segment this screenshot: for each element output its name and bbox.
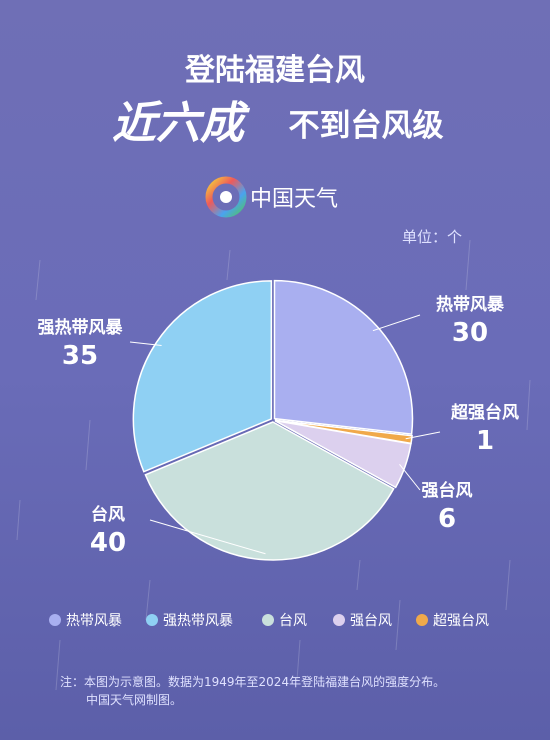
legend-label: 强热带风暴 — [163, 613, 233, 629]
legend-label: 强台风 — [350, 613, 392, 629]
leader-line — [405, 431, 441, 440]
brand-logo — [205, 176, 247, 218]
legend-label: 台风 — [279, 613, 307, 629]
slice-value: 40 — [90, 528, 126, 558]
leader-line — [129, 341, 162, 347]
slice-label: 台风 — [91, 504, 125, 525]
rain — [16, 239, 531, 691]
title-rest: 不到台风级 — [289, 108, 444, 144]
slice-value: 1 — [476, 426, 494, 456]
leader-line — [149, 519, 266, 555]
legend-swatch — [49, 614, 61, 626]
note: 中国天气网制图。 — [86, 692, 182, 707]
legend-swatch — [333, 614, 345, 626]
title-highlight: 近六成 — [112, 98, 251, 149]
legend-label: 热带风暴 — [66, 613, 122, 629]
legend-swatch — [146, 614, 158, 626]
legend-swatch — [262, 614, 274, 626]
pie-slice — [274, 419, 412, 489]
slice-label: 热带风暴 — [436, 294, 505, 315]
pie: 热带风暴 30 超强台风 1 强台风 6 台风 40 强热带风暴 35 — [38, 279, 519, 561]
leader-line — [372, 314, 421, 332]
legend-label: 超强台风 — [433, 613, 489, 629]
slice-value: 30 — [452, 318, 488, 348]
slice-value: 6 — [438, 504, 456, 534]
slice-label: 强热带风暴 — [38, 317, 124, 338]
brand: 中国天气 — [250, 187, 338, 212]
pie-slice — [273, 279, 414, 435]
leader-line — [399, 463, 421, 491]
legend: 热带风暴 强热带风暴 台风 强台风 超强台风 — [49, 613, 489, 629]
slice-label: 强台风 — [422, 480, 473, 501]
note: 注：本图为示意图。数据为1949年至2024年登陆福建台风的强度分布。 — [60, 674, 445, 689]
slice-value: 35 — [62, 341, 98, 371]
legend-swatch — [416, 614, 428, 626]
pie-slice — [132, 280, 273, 473]
title-line1: 登陆福建台风 — [184, 53, 365, 88]
pie-slice — [144, 421, 395, 561]
slice-label: 超强台风 — [451, 402, 519, 423]
unit: 单位：个 — [402, 228, 462, 246]
